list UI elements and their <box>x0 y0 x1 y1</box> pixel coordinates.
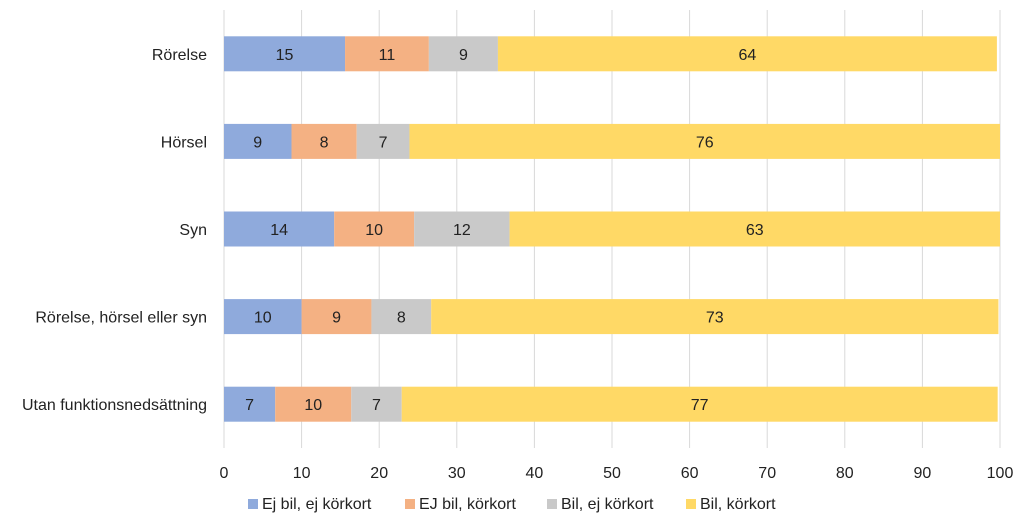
bar-segment <box>371 299 432 335</box>
legend: Ej bil, ej körkort EJ bil, körkort Bil, ej… <box>248 496 776 513</box>
bar-segment <box>224 36 346 72</box>
bars <box>224 36 1000 422</box>
category-label: Utan funktionsnedsättning <box>22 397 207 414</box>
data-label: 73 <box>706 310 724 327</box>
x-tick-label-80: 80 <box>836 465 854 482</box>
x-tick-label-20: 20 <box>370 465 388 482</box>
data-label: 9 <box>459 47 468 64</box>
x-axis-tick-labels: 0 10 20 30 40 50 60 70 80 90 100 <box>220 465 1014 482</box>
bar-segment <box>356 123 410 159</box>
data-label: 9 <box>332 310 341 327</box>
bar-segment <box>334 211 415 247</box>
category-label: Rörelse, hörsel eller syn <box>35 310 207 327</box>
bar-segment <box>428 36 498 72</box>
x-tick-label-10: 10 <box>293 465 311 482</box>
category-labels: Rörelse Hörsel Syn Rörelse, hörsel eller sy… <box>22 47 207 414</box>
data-label: 10 <box>304 397 322 414</box>
data-label: 64 <box>739 47 757 64</box>
bar-segment <box>224 123 292 159</box>
category-label: Syn <box>179 222 207 239</box>
legend-label: EJ bil, körkort <box>419 496 516 513</box>
data-label: 7 <box>379 134 388 151</box>
data-label: 8 <box>397 310 406 327</box>
data-label: 8 <box>320 134 329 151</box>
data-label: 76 <box>696 134 714 151</box>
x-tick-label-100: 100 <box>987 465 1014 482</box>
data-label: 12 <box>453 222 471 239</box>
legend-label: Ej bil, ej körkort <box>262 496 372 513</box>
bar-segment <box>301 299 372 335</box>
bar-segment <box>351 386 402 422</box>
data-label: 10 <box>365 222 383 239</box>
bar-segment <box>431 299 999 335</box>
data-label: 14 <box>270 222 288 239</box>
data-label: 15 <box>276 47 294 64</box>
bar-segment <box>345 36 429 72</box>
bar-segment <box>224 386 276 422</box>
bar-segment <box>497 36 997 72</box>
x-tick-label-90: 90 <box>914 465 932 482</box>
bar-segment <box>414 211 510 247</box>
x-tick-label-60: 60 <box>681 465 699 482</box>
legend-swatch <box>686 499 696 509</box>
bar-segment <box>275 386 352 422</box>
legend-label: Bil, ej körkort <box>561 496 654 513</box>
data-label: 7 <box>372 397 381 414</box>
x-tick-label-40: 40 <box>526 465 544 482</box>
x-tick-label-50: 50 <box>603 465 621 482</box>
bar-segment <box>224 299 302 335</box>
data-label: 77 <box>691 397 709 414</box>
data-label: 63 <box>746 222 764 239</box>
bar-segment <box>509 211 1000 247</box>
bar-segment <box>224 211 335 247</box>
bar-segment <box>401 386 998 422</box>
bar-segment <box>291 123 357 159</box>
data-label: 7 <box>245 397 254 414</box>
x-tick-label-0: 0 <box>220 465 229 482</box>
category-label: Rörelse <box>152 47 207 64</box>
x-tick-label-70: 70 <box>758 465 776 482</box>
legend-swatch <box>547 499 557 509</box>
data-label: 11 <box>379 47 396 64</box>
legend-swatch <box>248 499 258 509</box>
data-label: 10 <box>254 310 272 327</box>
bar-segment <box>409 123 1000 159</box>
category-label: Hörsel <box>161 134 207 151</box>
x-tick-label-30: 30 <box>448 465 466 482</box>
legend-label: Bil, körkort <box>700 496 776 513</box>
data-label: 9 <box>253 134 262 151</box>
legend-swatch <box>405 499 415 509</box>
